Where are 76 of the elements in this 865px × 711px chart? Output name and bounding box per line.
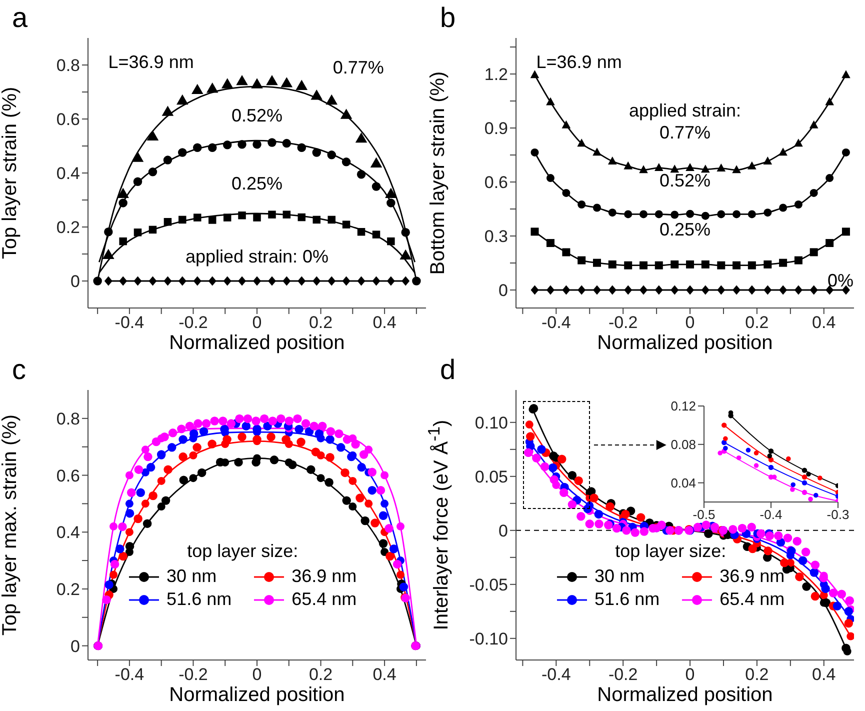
legend-label: 51.6 nm bbox=[594, 589, 660, 610]
y-tick-label: 0.8 bbox=[56, 409, 80, 428]
y-tick-label: 0 bbox=[70, 272, 80, 292]
y-axis-title: Top layer strain (%) bbox=[0, 86, 21, 260]
x-tick-label: 0.4 bbox=[812, 313, 836, 332]
annotation: 0.52% bbox=[659, 170, 711, 192]
annotation: 0.52% bbox=[231, 106, 283, 127]
legend-title: top layer size: bbox=[614, 541, 728, 562]
annotation: L=36.9 nm bbox=[536, 52, 622, 72]
x-tick-label: -0.5 bbox=[692, 507, 716, 522]
x-tick-label: -0.2 bbox=[608, 665, 638, 684]
legend-label: 30 nm bbox=[594, 566, 645, 588]
y-tick-label: 0.04 bbox=[670, 475, 696, 490]
annotation: 0.25% bbox=[231, 173, 283, 194]
x-axis-title: Normalized position bbox=[168, 332, 346, 355]
chart-title: d bbox=[440, 354, 456, 386]
y-tick-label: 0 bbox=[498, 281, 508, 300]
chart-title: a bbox=[12, 2, 28, 34]
y-tick-label: 0.9 bbox=[484, 119, 508, 138]
x-tick-label: 0.4 bbox=[812, 665, 836, 684]
annotation: L=36.9 nm bbox=[108, 52, 194, 72]
legend-label: 65.4 nm bbox=[720, 589, 785, 610]
y-tick-label: 0.6 bbox=[56, 110, 80, 130]
x-axis-title: Normalized position bbox=[596, 332, 774, 355]
y-tick-label: 0.12 bbox=[670, 398, 696, 414]
chart-title: b bbox=[440, 2, 456, 34]
x-tick-label: -0.2 bbox=[608, 313, 638, 332]
y-tick-label: 0.3 bbox=[484, 227, 508, 246]
annotation: applied strain: 0% bbox=[185, 246, 329, 268]
y-tick-label: 0.8 bbox=[56, 56, 80, 76]
y-tick-label: 0 bbox=[70, 636, 80, 656]
y-tick-label: 0.10 bbox=[474, 413, 508, 432]
y-tick-label: 0.6 bbox=[56, 466, 80, 486]
y-tick-label: 1.2 bbox=[484, 65, 508, 84]
x-tick-label: 0 bbox=[252, 665, 262, 684]
y-tick-label: 0 bbox=[498, 521, 508, 540]
x-tick-label: 0 bbox=[252, 313, 262, 332]
x-tick-label: 0.2 bbox=[745, 313, 769, 332]
x-tick-label: 0.2 bbox=[745, 665, 769, 684]
legend-label: 36.9 nm bbox=[720, 566, 785, 588]
y-axis-title: Top layer max. strain (%) bbox=[0, 414, 21, 636]
x-tick-label: 0.4 bbox=[372, 313, 396, 332]
y-axis-title: Bottom layer strain (%) bbox=[427, 71, 449, 275]
legend-label: 30 nm bbox=[166, 566, 217, 588]
y-tick-label: 0.2 bbox=[56, 580, 80, 599]
x-tick-label: -0.4 bbox=[114, 665, 144, 684]
chart-title: c bbox=[12, 354, 26, 386]
y-tick-label: 0.6 bbox=[484, 173, 508, 192]
x-tick-label: 0.2 bbox=[308, 665, 333, 684]
legend-label: 36.9 nm bbox=[292, 566, 357, 588]
x-axis-title: Normalized position bbox=[596, 684, 774, 707]
y-tick-label: -0.10 bbox=[469, 629, 508, 648]
annotation: 0.77% bbox=[332, 57, 384, 78]
x-tick-label: -0.2 bbox=[178, 313, 208, 332]
x-tick-label: -0.4 bbox=[114, 313, 144, 332]
x-tick-label: 0.4 bbox=[372, 665, 396, 684]
annotation: applied strain: bbox=[628, 100, 742, 122]
legend-title: top layer size: bbox=[186, 541, 300, 562]
y-tick-label: 0.4 bbox=[56, 164, 80, 184]
x-tick-label: -0.4 bbox=[542, 665, 571, 684]
annotation: 0% bbox=[827, 270, 854, 292]
x-tick-label: -0.3 bbox=[826, 507, 850, 522]
x-axis-title: Normalized position bbox=[168, 684, 346, 707]
y-tick-label: 0.4 bbox=[56, 523, 80, 542]
legend-label: 65.4 nm bbox=[292, 589, 357, 610]
x-tick-label: -0.2 bbox=[178, 665, 208, 684]
x-tick-label: 0.2 bbox=[308, 313, 333, 332]
y-tick-label: 0.05 bbox=[474, 467, 508, 486]
x-tick-label: -0.4 bbox=[760, 507, 782, 522]
y-tick-label: 0.2 bbox=[56, 218, 80, 238]
annotation: 0.77% bbox=[659, 122, 711, 143]
annotation: 0.25% bbox=[659, 219, 711, 240]
y-tick-label: -0.05 bbox=[469, 575, 508, 594]
legend-label: 51.6 nm bbox=[166, 589, 232, 610]
x-tick-label: -0.4 bbox=[542, 313, 571, 332]
y-tick-label: 0.08 bbox=[670, 437, 696, 452]
